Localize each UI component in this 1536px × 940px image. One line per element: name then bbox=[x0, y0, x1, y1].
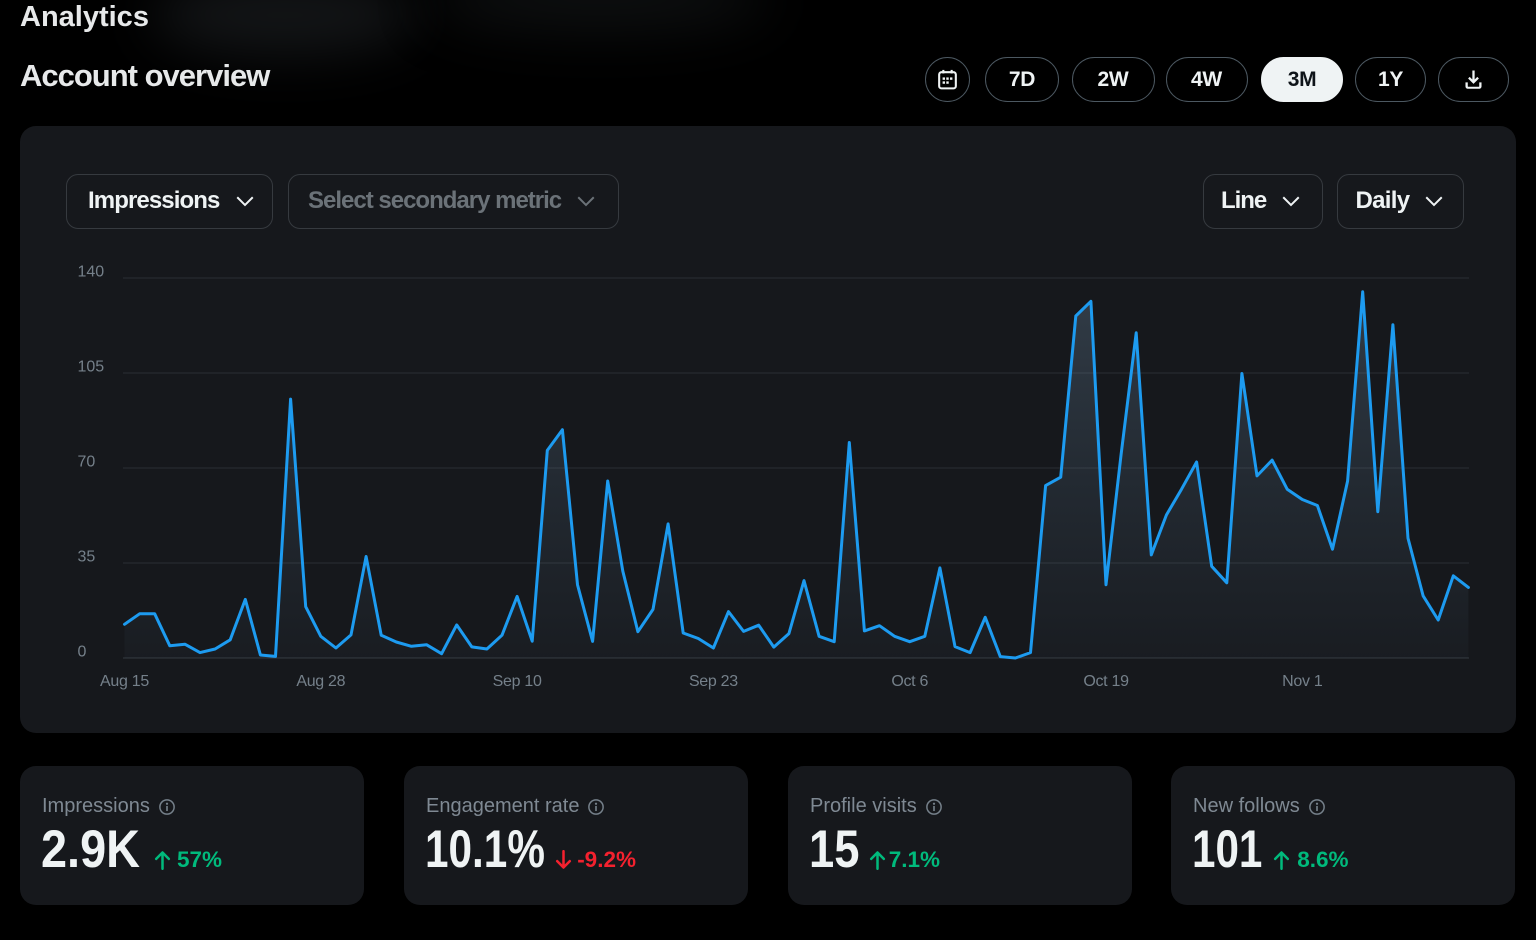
svg-text:Oct 19: Oct 19 bbox=[1083, 673, 1129, 690]
svg-text:35: 35 bbox=[78, 549, 96, 566]
svg-text:Sep 23: Sep 23 bbox=[689, 673, 738, 690]
svg-text:140: 140 bbox=[78, 264, 105, 281]
svg-text:70: 70 bbox=[78, 454, 96, 471]
svg-text:Sep 10: Sep 10 bbox=[493, 673, 542, 690]
svg-text:105: 105 bbox=[78, 359, 105, 376]
svg-text:Oct 6: Oct 6 bbox=[891, 673, 928, 690]
svg-text:Nov 1: Nov 1 bbox=[1282, 673, 1323, 690]
svg-text:0: 0 bbox=[78, 644, 87, 661]
svg-text:Aug 15: Aug 15 bbox=[100, 673, 149, 690]
svg-text:Aug 28: Aug 28 bbox=[296, 673, 345, 690]
